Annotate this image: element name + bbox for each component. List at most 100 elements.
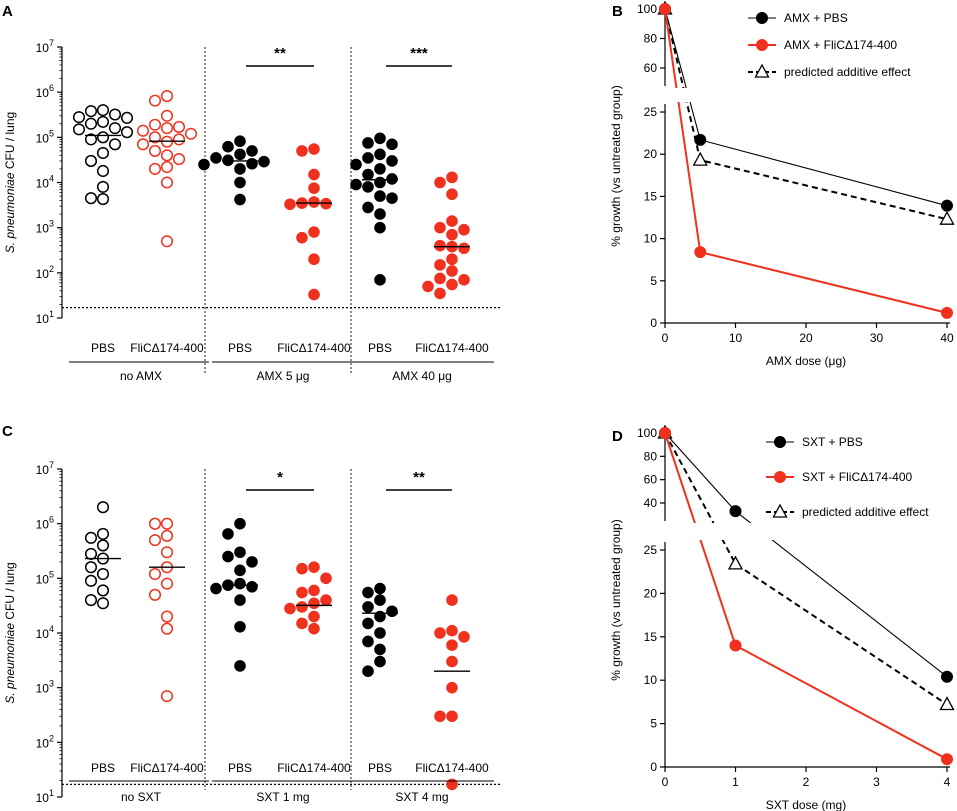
data-point: [148, 162, 162, 175]
data-point: [160, 517, 174, 530]
data-point: [160, 577, 174, 590]
data-point: [296, 601, 308, 613]
group-label: SXT 1 mg: [256, 790, 309, 804]
data-point: [320, 594, 332, 606]
y-tick-label: 5: [650, 274, 657, 288]
data-point: [96, 501, 110, 514]
data-point: [434, 239, 446, 252]
y-tick-label: 106: [36, 515, 54, 532]
y-tick-label: 0: [650, 760, 657, 774]
data-point: [362, 601, 374, 613]
y-tick-label: 5: [650, 717, 657, 731]
y-tick-label: 102: [36, 264, 54, 281]
data-point: [234, 546, 246, 559]
data-point: [72, 123, 86, 136]
data-point: [84, 574, 98, 587]
data-point: [308, 610, 320, 623]
x-tick-label: 0: [662, 775, 669, 789]
column-label: FliCΔ174-400: [277, 761, 351, 775]
data-point: [160, 546, 174, 559]
column-label: FliCΔ174-400: [277, 341, 351, 355]
y-tick-label: 10: [644, 673, 658, 687]
y-tick-label: 107: [36, 460, 54, 477]
data-point: [84, 561, 98, 574]
significance-stars: **: [274, 45, 286, 62]
data-point: [362, 665, 374, 678]
data-point: [96, 146, 110, 160]
y-tick-label: 80: [644, 32, 658, 46]
legend-label: SXT + PBS: [802, 435, 863, 449]
group-label: AMX 40 μg: [392, 369, 452, 383]
column-label: FliCΔ174-400: [130, 761, 204, 775]
data-point: [296, 562, 308, 575]
data-point: [308, 288, 320, 301]
data-point: [941, 306, 953, 319]
column-label: PBS: [91, 341, 115, 355]
data-point: [296, 231, 308, 244]
data-point: [362, 201, 374, 214]
data-point: [234, 594, 246, 606]
panel-c: C 101 102 103 104 105 106 107 S. pneumoniae CFU …: [2, 423, 500, 805]
data-point: [246, 556, 258, 568]
x-tick-label: 4: [944, 775, 951, 789]
data-point: [234, 148, 246, 161]
data-point: [374, 627, 386, 639]
data-point: [434, 176, 446, 189]
data-point: [120, 126, 134, 139]
data-point: [308, 182, 320, 194]
data-point: [362, 137, 374, 149]
data-point: [434, 627, 446, 639]
data-point: [374, 582, 386, 595]
y-axis-label: % growth (vs untreated group): [609, 519, 623, 680]
data-point: [108, 138, 122, 151]
legend-label: SXT + FliCΔ174-400: [802, 470, 913, 484]
data-point: [198, 158, 210, 171]
data-point: [446, 278, 458, 291]
data-point: [446, 710, 458, 723]
data-point: [160, 690, 174, 703]
data-point: [308, 561, 320, 573]
data-point: [692, 151, 708, 166]
data-point: [234, 620, 246, 633]
y-tick-label: 104: [36, 624, 54, 641]
data-point: [362, 586, 374, 599]
panel-a: A 101 102 103 104 105 106 107 S. pneumoniae CFU …: [2, 3, 500, 383]
data-point: [160, 529, 174, 542]
data-point: [374, 176, 386, 189]
data-point: [108, 122, 122, 135]
y-tick-label: 40: [644, 496, 658, 510]
data-point: [458, 242, 470, 255]
data-point: [386, 192, 398, 204]
data-point: [446, 594, 458, 606]
data-point: [446, 215, 458, 227]
data-point: [172, 120, 186, 133]
data-point: [386, 155, 398, 167]
column-label: PBS: [91, 761, 115, 775]
data-point: [296, 617, 308, 630]
data-point: [184, 127, 198, 140]
data-point: [659, 3, 671, 15]
data-point: [96, 584, 110, 597]
data-point: [96, 164, 110, 178]
data-point: [694, 133, 707, 146]
data-point: [434, 287, 446, 300]
data-point: [234, 577, 246, 590]
column-label: PBS: [228, 341, 252, 355]
x-tick-label: 10: [729, 331, 743, 345]
data-point: [374, 132, 386, 145]
data-point: [246, 157, 258, 170]
data-point: [108, 108, 122, 121]
data-point: [160, 235, 174, 248]
y-tick-label: 100: [637, 2, 657, 16]
data-point: [246, 145, 258, 157]
y-tick-label: 60: [644, 473, 658, 487]
column-label: PBS: [368, 341, 392, 355]
data-point: [210, 582, 222, 595]
data-point: [222, 140, 234, 153]
data-point: [84, 547, 98, 560]
data-point: [148, 534, 162, 547]
y-tick-label: 0: [650, 316, 657, 330]
column-label: PBS: [368, 761, 392, 775]
data-point: [160, 622, 174, 635]
